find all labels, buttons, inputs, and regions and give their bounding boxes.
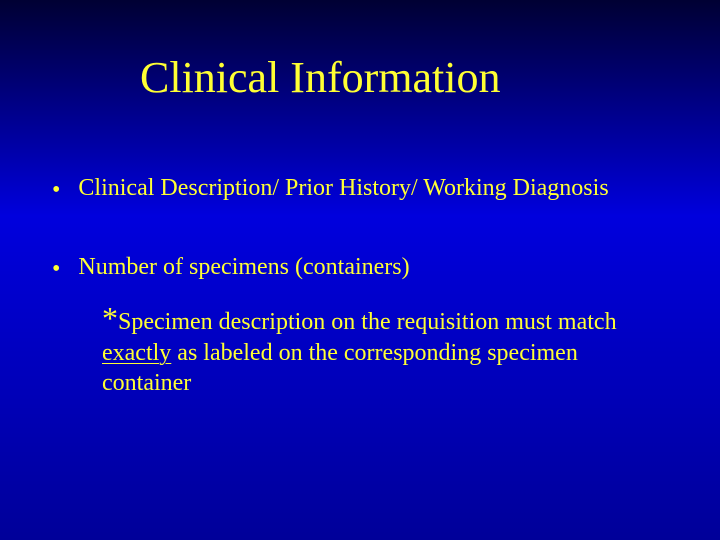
footnote-part2: as labeled on the corresponding specimen… [102, 340, 578, 396]
asterisk-icon: * [102, 300, 118, 336]
bullet-dot-icon: • [52, 254, 60, 284]
footnote-part1: Specimen description on the requisition … [118, 309, 617, 335]
bullet-text-1: Clinical Description/ Prior History/ Wor… [78, 175, 608, 202]
bullet-item-1: • Clinical Description/ Prior History/ W… [52, 175, 609, 205]
bullet-item-2: • Number of specimens (containers) [52, 254, 410, 284]
footnote: *Specimen description on the requisition… [102, 298, 642, 398]
slide-title: Clinical Information [140, 52, 500, 103]
footnote-emphasis: exactly [102, 340, 171, 366]
bullet-dot-icon: • [52, 175, 60, 205]
bullet-text-2: Number of specimens (containers) [78, 254, 409, 281]
